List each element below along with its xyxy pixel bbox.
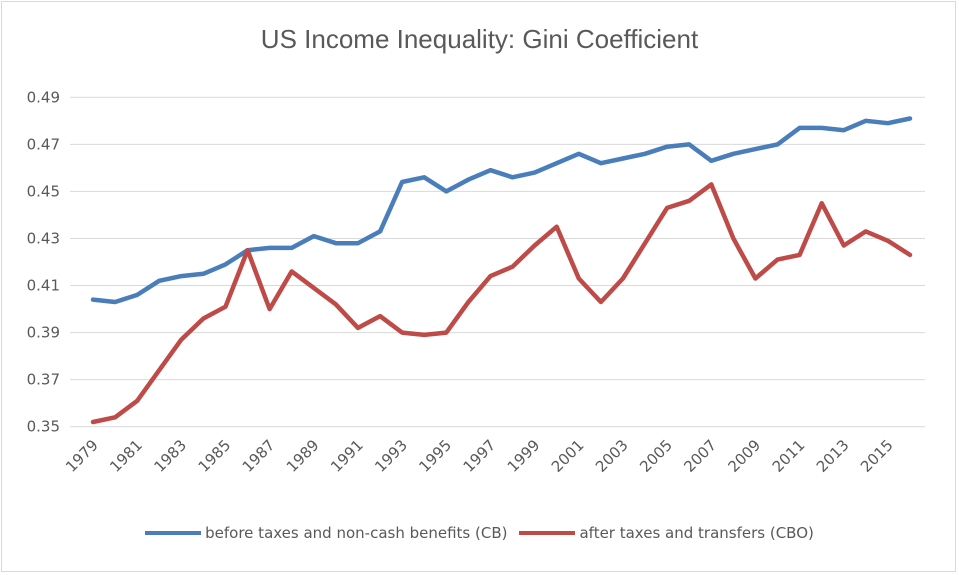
legend-swatch-cb [145,531,202,535]
x-tick-label: 2011 [769,436,809,476]
x-tick-label: 1989 [283,436,323,476]
y-tick-label: 0.39 [27,324,60,342]
y-tick-label: 0.49 [27,88,60,106]
y-tick-label: 0.37 [27,371,60,389]
legend-label-cb: before taxes and non-cash benefits (CB) [205,524,508,542]
series-line-cbo [90,182,913,425]
x-tick-label: 1979 [62,436,102,476]
x-tick-label: 1983 [150,436,190,476]
legend-item-cbo: after taxes and transfers (CBO) [519,524,814,542]
x-tick-label: 2013 [813,436,853,476]
legend-swatch-cbo [519,531,576,535]
x-tick-label: 2009 [725,436,765,476]
x-tick-label: 2005 [636,436,676,476]
x-tick-label: 1991 [327,436,367,476]
x-tick-label: 2001 [548,436,588,476]
x-tick-label: 1999 [504,436,544,476]
x-tick-label: 1987 [239,436,279,476]
x-tick-label: 2003 [592,436,632,476]
legend: before taxes and non-cash benefits (CB) … [0,524,959,542]
legend-label-cbo: after taxes and transfers (CBO) [579,524,814,542]
series-line-cb [90,116,913,305]
x-tick-label: 1993 [371,436,411,476]
line-chart: 0.35 0.37 0.39 0.41 0.43 0.45 0.47 0.49 1979 1981… [27,88,925,476]
y-tick-label: 0.35 [27,418,60,436]
legend-item-cb: before taxes and non-cash benefits (CB) [145,524,507,542]
x-tick-label: 2007 [680,436,720,476]
x-tick-label: 1995 [415,436,455,476]
y-tick-label: 0.47 [27,135,60,153]
x-tick-label: 1981 [106,436,146,476]
chart-title: US Income Inequality: Gini Coefficient [260,24,699,54]
y-tick-label: 0.45 [27,182,60,200]
x-tick-label: 2015 [857,436,897,476]
y-tick-label: 0.41 [27,277,60,295]
x-tick-label: 1985 [195,436,235,476]
y-tick-label: 0.43 [27,229,60,247]
x-tick-label: 1997 [460,436,500,476]
